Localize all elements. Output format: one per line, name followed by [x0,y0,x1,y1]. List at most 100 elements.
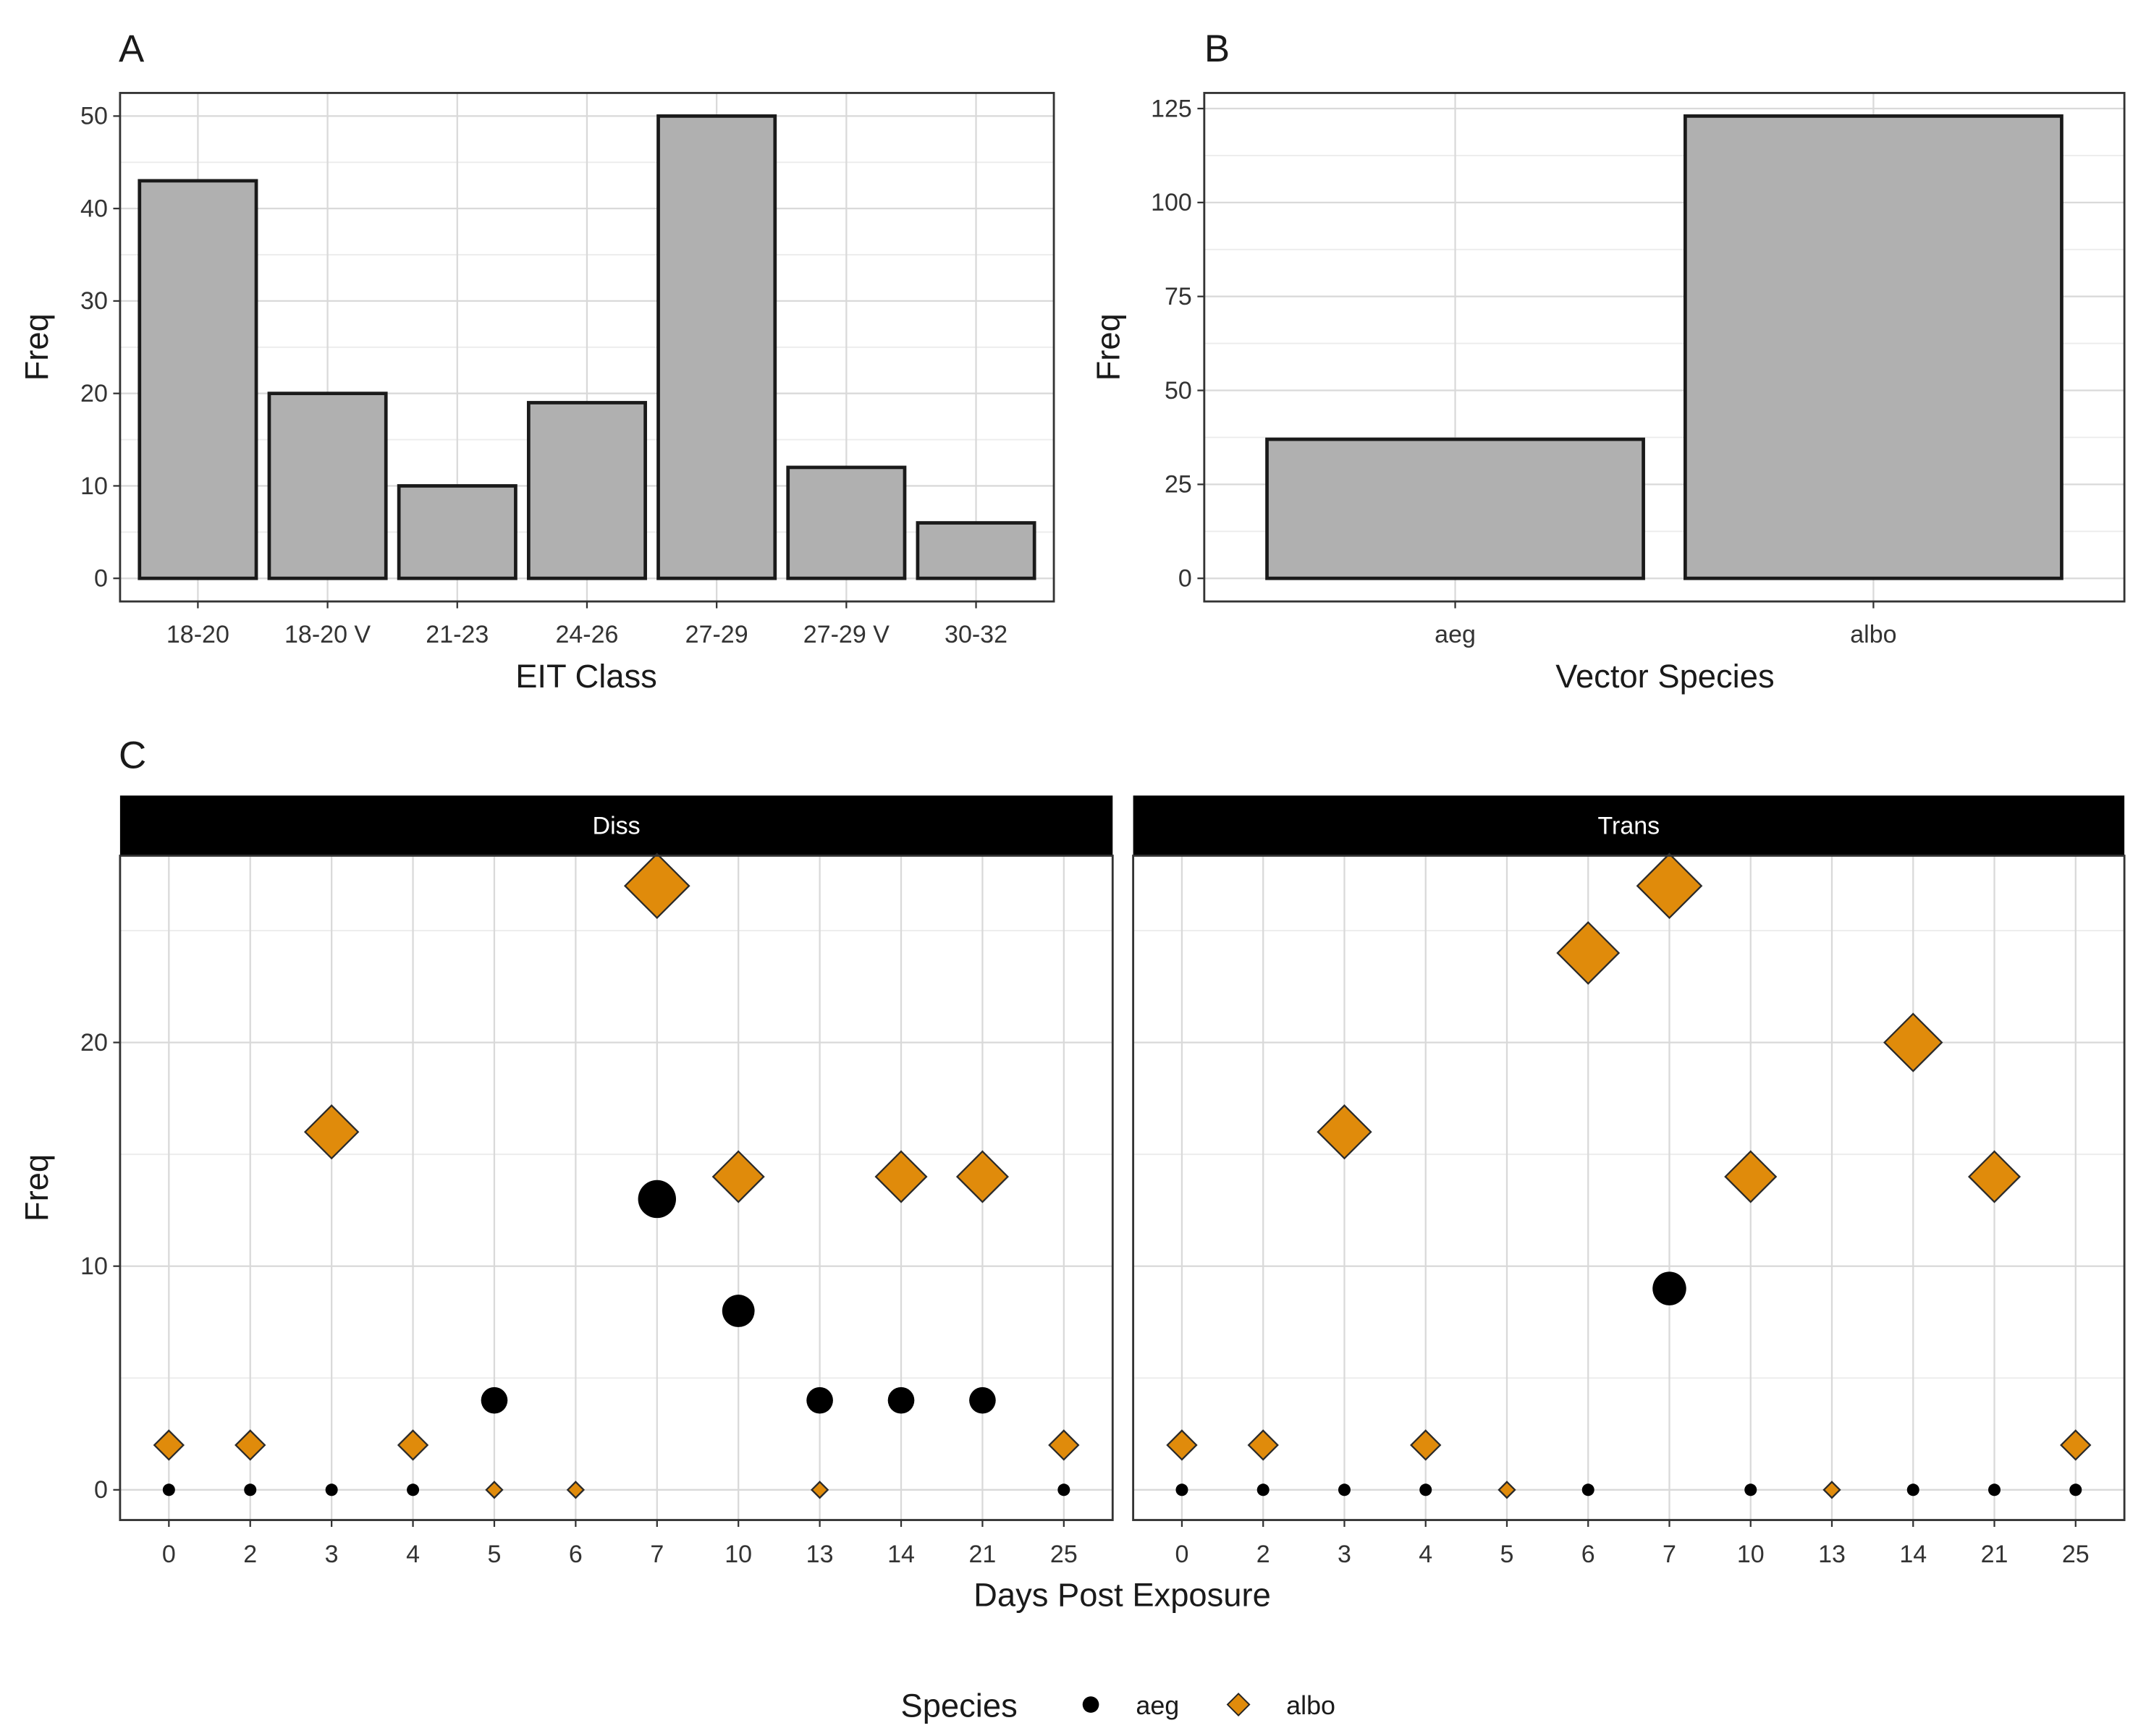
y-tick-label: 0 [1178,565,1192,593]
point-albo [1247,1429,1279,1461]
point-aeg [887,1386,915,1414]
x-tick-label: 13 [1818,1541,1846,1568]
panel-border [119,92,1055,603]
x-tick-label: 13 [806,1541,834,1568]
legend-title: Species [900,1688,1017,1724]
x-tick-label: 27-29 [685,621,748,648]
point-aeg [325,1483,338,1496]
bar-30-32 [916,521,1036,580]
point-albo [1724,1150,1778,1203]
point-aeg [1652,1271,1686,1305]
x-tick-label: 3 [1338,1541,1351,1568]
point-albo [955,1150,1009,1203]
point-albo [1048,1429,1080,1461]
y-tick-label: 25 [1165,471,1192,499]
x-tick-label: 10 [725,1541,752,1568]
point-aeg [1906,1483,1919,1496]
point-albo [711,1150,765,1203]
point-aeg [638,1180,676,1219]
panel-a-ylabel: Freq [18,313,55,381]
point-aeg [1256,1483,1270,1496]
point-albo [2060,1429,2092,1461]
x-tick-label: 14 [1899,1541,1927,1568]
panel-a: A EIT Class Freq 0 10 20 30 40 50 18-20 18-20 V… [18,27,1055,695]
point-albo [1166,1429,1198,1461]
point-albo [1883,1012,1943,1072]
x-tick-label: 30-32 [945,621,1007,648]
panel-c-ylabel: Freq [18,1154,55,1221]
point-albo [1822,1481,1841,1499]
point-aeg [1338,1483,1351,1496]
bar-albo [1684,114,2063,580]
point-aeg [162,1483,175,1496]
point-aeg [1744,1483,1757,1496]
x-tick-label: 18-20 [166,621,229,648]
x-tick-label: 6 [1581,1541,1595,1568]
x-tick-label: 21 [1981,1541,2008,1568]
x-tick-label: 3 [325,1541,339,1568]
y-tick-label: 10 [80,1253,108,1280]
y-tick-label: 75 [1165,283,1192,310]
y-tick-label: 0 [94,1476,108,1504]
point-aeg [244,1483,257,1496]
panel-border [119,855,1114,1521]
point-aeg [1581,1483,1594,1496]
point-albo [810,1481,829,1499]
panel-b-tag: B [1204,27,1230,70]
panel-b-xlabel: Vector Species [1555,658,1774,695]
facet-strip [1133,795,2125,856]
x-tick-label: albo [1850,621,1896,648]
bar-21-23 [397,484,518,580]
y-tick-label: 0 [94,565,108,593]
x-tick-label: 10 [1737,1541,1765,1568]
x-tick-label: 0 [1175,1541,1189,1568]
point-albo [874,1150,928,1203]
bar-27-29 [656,114,777,580]
panel-border [1132,855,2126,1521]
bar-27-29-V [786,465,907,580]
point-aeg [1175,1483,1188,1496]
point-albo [235,1429,266,1461]
x-tick-label: 14 [887,1541,915,1568]
x-tick-label: 21 [969,1541,997,1568]
point-aeg [407,1483,420,1496]
point-aeg [1988,1483,2001,1496]
facet-diss: 0 10 20 0 2 3 4 5 6 7 10 13 14 21 25 Diss [80,795,1114,1568]
point-albo [485,1481,504,1499]
y-tick-label: 50 [80,103,108,130]
point-aeg [1057,1483,1070,1496]
x-tick-label: 5 [1500,1541,1514,1568]
legend-key-aeg [1082,1696,1099,1713]
y-tick-label: 50 [1165,377,1192,405]
point-albo [1410,1429,1442,1461]
point-albo [1967,1150,2022,1203]
point-aeg [481,1386,508,1414]
panel-b: B Vector Species Freq 0 25 50 75 100 125 aeg al… [1090,27,2126,695]
x-tick-label: 4 [1419,1541,1432,1568]
point-aeg [1419,1483,1432,1496]
x-tick-label: 2 [243,1541,257,1568]
bar-18-20 [138,179,258,580]
point-albo [1317,1104,1372,1160]
x-tick-label: 0 [162,1541,176,1568]
x-tick-label: aeg [1435,621,1476,648]
point-albo [153,1429,185,1461]
point-aeg [969,1386,996,1414]
point-aeg [806,1386,833,1414]
x-tick-label: 21-23 [426,621,489,648]
point-albo [566,1481,586,1499]
y-tick-label: 125 [1151,95,1192,122]
y-tick-label: 20 [80,380,108,407]
panel-a-xlabel: EIT Class [515,658,657,695]
x-tick-label: 6 [569,1541,583,1568]
y-tick-label: 20 [80,1029,108,1057]
panel-c-xlabel: Days Post Exposure [973,1577,1271,1614]
point-aeg [722,1295,755,1327]
panel-c-tag: C [119,734,146,777]
x-tick-label: 25 [1050,1541,1078,1568]
bar-aeg [1265,437,1645,580]
point-albo [623,852,690,920]
panel-border [1203,92,2126,603]
panel-a-tag: A [119,27,145,70]
